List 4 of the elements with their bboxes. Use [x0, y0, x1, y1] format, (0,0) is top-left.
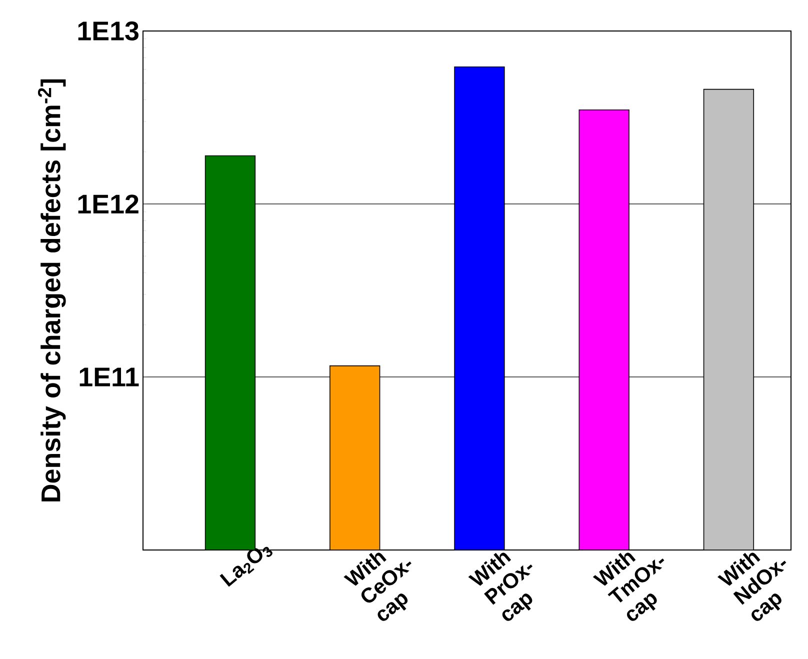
y-axis-title: Density of charged defects [cm$^{-2}$]	[38, 79, 66, 502]
y-tick-label: 1E11	[80, 368, 139, 386]
y-tick-label: 1E12	[78, 194, 138, 214]
y-tick-label: 1E13	[78, 21, 138, 41]
